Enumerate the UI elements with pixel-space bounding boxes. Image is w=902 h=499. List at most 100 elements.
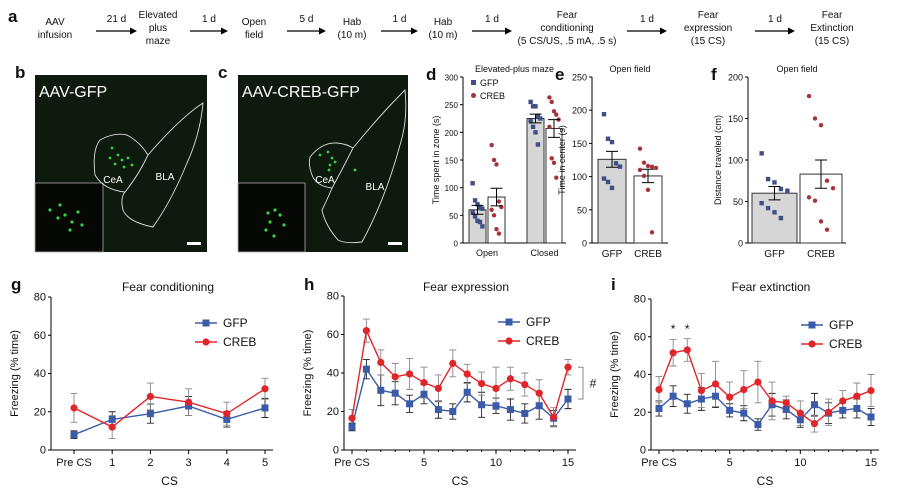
labeled-cell (80, 223, 84, 227)
legend-label: CREB (526, 334, 559, 348)
data-point-gfp (362, 365, 370, 373)
y-tick-label: 0 (333, 445, 339, 457)
data-point-gfp (697, 395, 705, 403)
data-point-gfp (609, 185, 615, 191)
labeled-cell (56, 216, 60, 220)
data-point-creb (711, 380, 720, 388)
y-tick-label: 200 (445, 129, 459, 138)
y-tick-label: 0 (738, 239, 743, 249)
data-point-gfp (472, 214, 478, 219)
data-point-gfp (472, 198, 478, 203)
legend-label: GFP (480, 78, 499, 88)
y-axis-label: Distance traveled (cm) (713, 115, 723, 205)
micrograph-b: b AAV-GFP CeA BLA (15, 63, 207, 253)
timeline-step: Fear conditioning (5 CS/US, .5 mA, .5 s) (518, 10, 617, 47)
data-point-creb (391, 373, 399, 381)
data-point-gfp (538, 116, 543, 121)
data-point-gfp (70, 431, 78, 439)
panel-label-a: a (8, 7, 18, 26)
y-tick-label: 150 (728, 114, 743, 124)
arrow-head-icon (319, 27, 326, 35)
data-point-gfp (475, 218, 480, 224)
timeline-step-text: conditioning (540, 23, 593, 34)
error-bar (606, 150, 618, 168)
data-point-gfp (223, 415, 231, 423)
data-point-creb (830, 186, 836, 191)
data-point-gfp (740, 409, 748, 417)
legend-marker-creb (471, 93, 476, 98)
arrow-head-icon (660, 27, 667, 35)
labeled-cell (130, 163, 134, 167)
arrow-head-icon (505, 27, 512, 35)
data-point-creb (494, 226, 499, 232)
data-point-gfp (759, 151, 764, 156)
y-tick-label: 60 (34, 330, 46, 342)
panel-label-g: g (11, 275, 21, 294)
bar (597, 158, 627, 244)
x-tick-label: GFP (602, 249, 623, 260)
data-point-creb (641, 160, 647, 165)
data-point-creb (521, 380, 529, 389)
data-point-creb (645, 187, 651, 193)
timeline-step-text: (10 m) (429, 30, 458, 41)
chart-h: h Fear expression 0 20 40 60 80 Pre CS 5 10 15 CS Fr… (302, 275, 597, 488)
timeline-arrow: 1 d (472, 14, 512, 35)
data-point-creb (726, 393, 734, 401)
y-tick-label: 60 (634, 331, 646, 343)
panel-label-b: b (15, 63, 25, 82)
data-point-gfp (768, 401, 776, 409)
micrograph-title: AAV-GFP (39, 84, 107, 101)
y-tick-label: 100 (728, 156, 743, 166)
x-axis-label: CS (757, 474, 774, 488)
x-tick-label: 15 (562, 457, 574, 469)
chart-g: g Fear conditioning 0 20 40 60 80 Pre CS 1 2 3 4 5 CS… (9, 275, 273, 488)
data-point-creb (489, 207, 494, 212)
region-label-bla: BLA (156, 172, 175, 183)
data-point-gfp (726, 406, 734, 414)
significance-star: * (685, 322, 690, 336)
region-label-cea: CeA (103, 175, 123, 186)
data-point-creb (491, 157, 497, 163)
timeline-step-text: (15 CS) (691, 36, 725, 47)
chart-i: i Fear extinction 0 20 40 60 80 Pre CS 5 10 15 CS Fr… (609, 275, 879, 488)
error-bar (815, 159, 827, 189)
data-point-creb (839, 397, 847, 405)
data-point-gfp (492, 402, 500, 410)
legend-label: GFP (526, 315, 551, 329)
data-point-creb (478, 379, 486, 388)
data-point-gfp (348, 423, 356, 431)
data-point-gfp (463, 388, 471, 396)
timeline-step: AAV infusion (38, 17, 72, 41)
y-tick-label: 40 (634, 369, 646, 381)
timeline-step-text: expression (684, 23, 732, 34)
x-tick-label: Pre CS (641, 457, 676, 469)
x-tick-label: CREB (634, 249, 662, 260)
arrow-head-icon (788, 27, 795, 35)
panel-label-c: c (218, 63, 227, 82)
timeline-interval: 1 d (485, 14, 499, 25)
scale-bar (187, 242, 201, 245)
data-point-creb (812, 198, 818, 203)
micrograph-inset (34, 182, 104, 253)
region-label-cea: CeA (315, 175, 335, 186)
micrograph-title: AAV-CREB-GFP (242, 84, 360, 101)
scale-bar (388, 242, 402, 245)
data-point-gfp (601, 111, 607, 117)
labeled-cell (110, 146, 114, 150)
timeline-step: Elevated plus maze (139, 10, 178, 47)
data-point-creb (551, 109, 557, 114)
data-point-creb (550, 413, 558, 421)
x-axis-label: CS (161, 474, 178, 488)
data-point-gfp (613, 161, 619, 166)
arrow-head-icon (130, 27, 137, 35)
data-point-gfp (535, 142, 541, 147)
x-tick-label: 10 (794, 457, 806, 469)
bar (633, 175, 663, 244)
bar (751, 192, 798, 244)
data-point-gfp (655, 404, 663, 412)
data-point-gfp (785, 188, 790, 193)
data-point-gfp (853, 404, 861, 412)
data-point-creb (655, 386, 663, 394)
x-tick-label: 15 (865, 457, 877, 469)
chart-title: Open field (776, 64, 817, 74)
